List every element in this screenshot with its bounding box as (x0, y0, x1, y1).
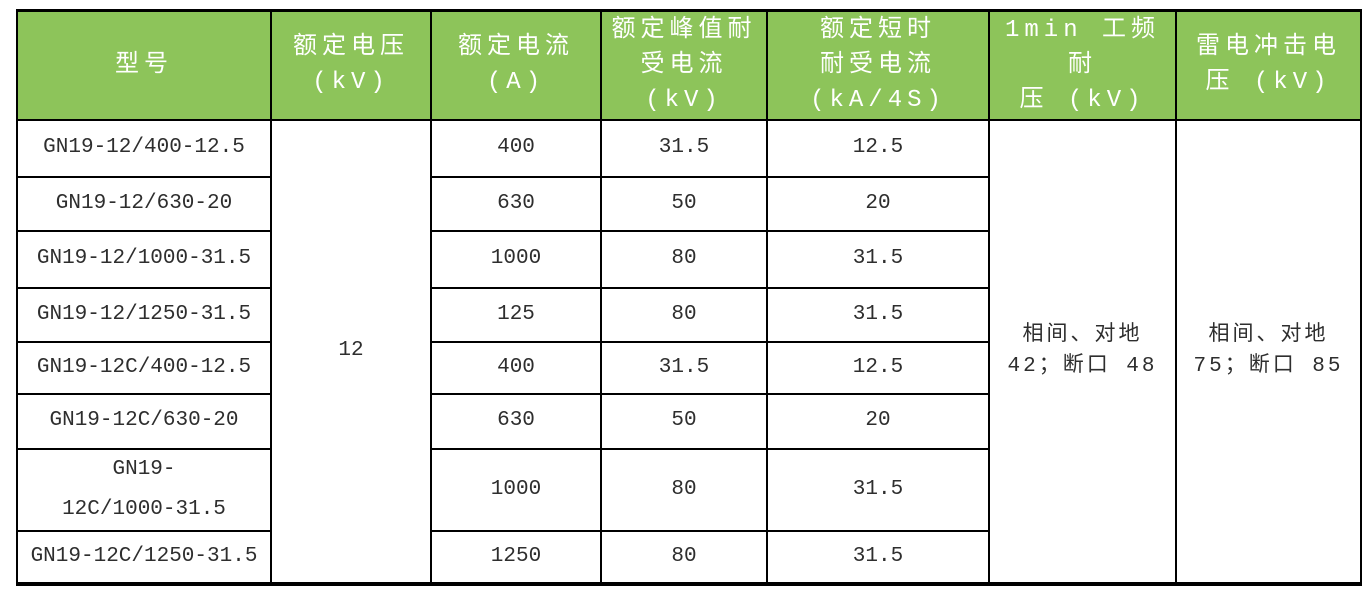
peak-withstand-current-cell: 31.5 (600, 340, 768, 395)
col-header-rated-current: 额定电流(A) (430, 9, 602, 121)
col-header-power-frequency-voltage: 1min 工频耐 压 (kV) (988, 9, 1177, 121)
short-time-current-cell: 20 (766, 175, 990, 232)
peak-withstand-current-cell: 80 (600, 447, 768, 532)
spec-table: 型号 额定电压 (kV) 额定电流(A) 额定峰值耐 受电流(kV) 额定短时 … (16, 9, 1362, 586)
header-row: 型号 额定电压 (kV) 额定电流(A) 额定峰值耐 受电流(kV) 额定短时 … (16, 9, 1362, 121)
rated-current-cell: 1250 (430, 529, 602, 585)
table-row: GN19-12/400-12.5 12 400 31.5 12.5 相间、对地 … (16, 118, 1362, 585)
rated-current-cell: 1000 (430, 229, 602, 289)
rated-current-cell: 125 (430, 286, 602, 343)
table-row: GN19-12/630-20 630 50 20 (16, 175, 1361, 232)
model-cell: GN19-12C/1250-31.5 (16, 529, 272, 585)
lightning-impulse-cell: 相间、对地 75；断口 85 (1175, 118, 1362, 585)
peak-withstand-current-cell: 50 (600, 175, 768, 232)
model-cell: GN19- 12C/1000-31.5 (16, 447, 272, 532)
rated-current-cell: 400 (430, 118, 602, 178)
model-cell: GN19-12/400-12.5 (16, 118, 272, 178)
power-frequency-withstand-cell: 相间、对地 42；断口 48 (988, 118, 1177, 585)
col-header-model: 型号 (16, 9, 272, 121)
short-time-current-cell: 31.5 (766, 286, 990, 343)
model-cell: GN19-12/1000-31.5 (16, 229, 272, 289)
table-row: GN19-12C/630-20 630 50 20 (16, 392, 1361, 450)
col-header-lightning-impulse-voltage: 雷电冲击电 压 (kV) (1175, 9, 1362, 121)
short-time-current-cell: 12.5 (766, 118, 990, 178)
model-cell: GN19-12C/400-12.5 (16, 340, 272, 395)
short-time-current-cell: 20 (766, 392, 990, 450)
model-cell: GN19-12C/630-20 (16, 392, 272, 450)
model-cell: GN19-12/630-20 (16, 175, 272, 232)
short-time-current-cell: 31.5 (766, 229, 990, 289)
col-header-peak-withstand-current: 额定峰值耐 受电流(kV) (600, 9, 768, 121)
peak-withstand-current-cell: 80 (600, 286, 768, 343)
short-time-current-cell: 12.5 (766, 340, 990, 395)
rated-current-cell: 1000 (430, 447, 602, 532)
rated-current-cell: 630 (430, 392, 602, 450)
table-row: GN19-12C/400-12.5 400 31.5 12.5 (16, 340, 1361, 395)
short-time-current-cell: 31.5 (766, 529, 990, 585)
rated-current-cell: 400 (430, 340, 602, 395)
peak-withstand-current-cell: 80 (600, 529, 768, 585)
col-header-short-time-current: 额定短时 耐受电流 (kA/4S) (766, 9, 990, 121)
model-cell: GN19-12/1250-31.5 (16, 286, 272, 343)
table-row: GN19-12/1000-31.5 1000 80 31.5 (16, 229, 1361, 289)
peak-withstand-current-cell: 50 (600, 392, 768, 450)
col-header-rated-voltage: 额定电压 (kV) (270, 9, 432, 121)
peak-withstand-current-cell: 31.5 (600, 118, 768, 178)
rated-voltage-cell: 12 (270, 118, 432, 585)
table-row: GN19-12/1250-31.5 125 80 31.5 (16, 286, 1361, 343)
rated-current-cell: 630 (430, 175, 602, 232)
table-row: GN19- 12C/1000-31.5 1000 80 31.5 (16, 447, 1361, 532)
short-time-current-cell: 31.5 (766, 447, 990, 532)
peak-withstand-current-cell: 80 (600, 229, 768, 289)
table-row: GN19-12C/1250-31.5 1250 80 31.5 (16, 529, 1361, 585)
